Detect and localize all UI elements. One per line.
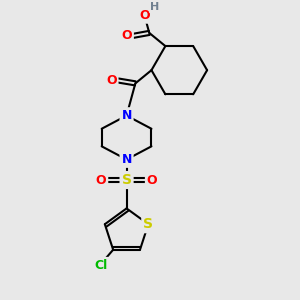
- Text: O: O: [140, 9, 150, 22]
- Text: O: O: [122, 29, 132, 42]
- Text: O: O: [147, 173, 158, 187]
- Text: N: N: [122, 153, 132, 166]
- Text: S: S: [122, 173, 132, 187]
- Text: O: O: [106, 74, 117, 87]
- Text: N: N: [122, 109, 132, 122]
- Text: Cl: Cl: [95, 259, 108, 272]
- Text: S: S: [143, 217, 153, 231]
- Text: O: O: [96, 173, 106, 187]
- Text: H: H: [151, 2, 160, 12]
